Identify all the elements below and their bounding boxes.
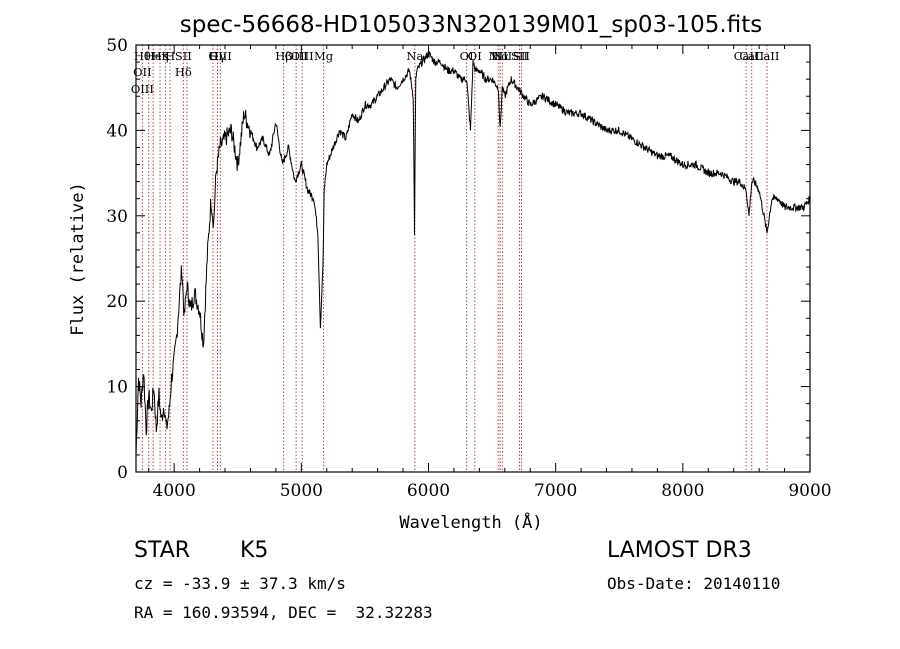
y-tick-label: 30 [106,207,128,227]
y-tick-label: 40 [106,121,128,141]
line-label: He [145,49,162,63]
line-label: Hα [491,49,509,63]
line-label: G [208,49,217,63]
line-label: OI [460,49,474,63]
line-label: CaII [734,49,759,63]
line-label: OIII [209,49,232,63]
line-label: Mg [314,49,334,63]
spectrum-series [135,50,811,456]
spectral-line-markers [141,45,768,472]
line-label: Hγ [209,49,226,63]
line-label: Hβ [275,49,292,63]
line-label: K [161,49,170,63]
line-label: OI [468,49,482,63]
y-axis-label: Flux (relative) [68,182,88,336]
y-tick-label: 0 [117,463,128,483]
x-tick-label: 6000 [407,481,450,501]
line-label: OIII [131,82,154,96]
line-label: CaII [739,49,764,63]
line-label: H [165,49,175,63]
x-tick-label: 9000 [788,481,831,501]
y-tick-label: 20 [106,292,128,312]
line-label: OIII [285,49,308,63]
survey-name: LAMOST DR3 [607,538,752,563]
redshift-value: cz = -33.9 ± 37.3 km/s [134,574,346,593]
observation-date: Obs-Date: 20140110 [607,574,781,593]
x-axis-label: Wavelength (Å) [399,511,542,533]
line-label: Hθ [134,49,151,63]
coordinates: RA = 160.93594, DEC = 32.32283 [134,603,433,622]
chart-title: spec-56668-HD105033N320139M01_sp03-105.f… [180,12,762,38]
object-class: STAR [134,538,191,563]
plot-frame [135,44,811,473]
x-tick-label: 5000 [280,481,323,501]
line-label: NII [489,49,508,63]
spectrum-line [135,50,811,456]
x-tick-label: 7000 [534,481,577,501]
line-label: CaII [755,49,780,63]
y-tick-label: 50 [106,36,128,56]
line-label: Na [406,49,423,63]
line-label: Hδ [175,65,192,79]
line-label: SII [175,49,192,63]
object-subclass: K5 [240,538,269,563]
line-label: SII [511,49,528,63]
line-label: NII [493,49,512,63]
line-label: OIII [291,49,314,63]
x-tick-label: 4000 [153,481,196,501]
line-label: OII [133,65,152,79]
line-label: SII [513,49,530,63]
axis-ticks: 4000 5000 6000 7000 8000 9000 0 10 20 30 40 50 [106,36,831,501]
line-label: Hη [152,49,169,63]
y-tick-label: 10 [106,378,128,398]
x-tick-label: 8000 [661,481,704,501]
